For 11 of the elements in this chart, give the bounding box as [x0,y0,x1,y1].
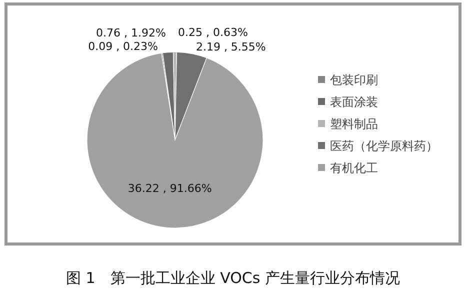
data-label: 0.25 , 0.63% [178,26,248,39]
legend-label: 包装印刷 [330,73,378,87]
data-label: 2.19 , 5.55% [196,40,266,54]
data-label: 0.09 , 0.23% [88,40,158,53]
legend-label: 有机化工 [330,161,378,175]
legend-label: 表面涂装 [330,95,378,109]
legend-label: 医药（化学原料药） [330,139,438,153]
data-label: 0.76 , 1.92% [96,26,166,40]
data-label: 36.22 , 91.66% [128,182,212,196]
text: 图 1 第一批工业企业 VOCs 产生量行业分布情况 [66,269,400,287]
legend-label: 塑料制品 [330,117,378,131]
